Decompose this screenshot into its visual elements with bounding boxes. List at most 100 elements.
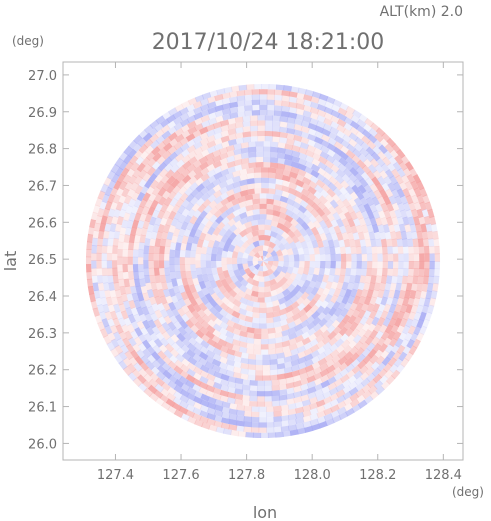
radar-cell — [199, 370, 210, 379]
radar-cell — [172, 227, 181, 237]
radar-cell — [221, 92, 231, 100]
radar-cell — [280, 420, 290, 427]
radar-cell — [372, 210, 381, 220]
radar-cell — [252, 260, 259, 267]
radar-cell — [407, 297, 415, 307]
radar-cell — [370, 336, 380, 346]
radar-cell — [130, 205, 139, 215]
radar-cell — [197, 222, 206, 232]
radar-cell — [330, 232, 339, 242]
radar-cell — [245, 199, 254, 207]
radar-cell — [134, 327, 143, 337]
radar-cell — [162, 156, 173, 166]
radar-cell — [310, 169, 320, 178]
radar-cell — [108, 282, 115, 292]
radar-cell — [275, 431, 284, 438]
radar-cell — [321, 128, 331, 137]
radar-cell — [398, 161, 408, 171]
radar-cell — [93, 289, 101, 299]
radar-cell — [240, 152, 250, 160]
radar-cell — [245, 305, 254, 312]
radar-cell — [116, 215, 124, 226]
xaxis-unit: (deg) — [452, 485, 484, 499]
radar-cell — [252, 240, 260, 248]
radar-cell — [337, 192, 347, 203]
radar-cell — [180, 142, 190, 152]
radar-cell — [225, 144, 235, 153]
radar-cell — [160, 308, 169, 319]
radar-cell — [348, 197, 357, 208]
radar-cell — [224, 284, 233, 293]
radar-cell — [302, 215, 312, 225]
radar-cell — [278, 217, 287, 226]
radar-cell — [175, 242, 182, 251]
radar-cell — [361, 224, 369, 234]
radar-cell — [165, 398, 176, 408]
radar-cell — [221, 108, 232, 116]
radar-cell — [205, 390, 215, 398]
radar-cell — [194, 321, 204, 331]
radar-cell — [157, 161, 168, 172]
radar-cell — [226, 212, 236, 221]
radar-cell — [264, 275, 271, 282]
radar-cell — [269, 364, 278, 371]
radar-cell — [272, 120, 281, 127]
radar-cell — [132, 249, 139, 258]
radar-cell — [197, 290, 206, 300]
radar-cell — [220, 422, 231, 430]
radar-cell — [161, 331, 171, 341]
radar-cell — [424, 261, 430, 270]
radar-cell — [356, 261, 362, 269]
radar-cell — [247, 358, 256, 365]
radar-cell — [168, 151, 178, 161]
radar-cell — [355, 190, 365, 201]
radar-cell — [264, 401, 273, 407]
radar-cell — [171, 342, 181, 352]
radar-cell — [233, 269, 241, 278]
radar-cell — [225, 183, 235, 192]
radar-cell — [335, 344, 345, 354]
radar-cell — [198, 302, 208, 312]
radar-cell — [282, 430, 292, 437]
radar-cell — [200, 109, 210, 118]
radar-cell — [274, 326, 283, 333]
radar-cell — [226, 166, 236, 174]
radar-cell — [198, 357, 208, 366]
radar-cell — [160, 124, 171, 134]
radar-cell — [320, 145, 330, 154]
radar-cell — [342, 134, 352, 143]
radar-cell — [365, 177, 375, 187]
radar-cell — [286, 398, 295, 405]
radar-cell — [263, 151, 271, 158]
radar-cell — [309, 402, 319, 410]
radar-cell — [109, 324, 119, 335]
radar-cell — [92, 230, 100, 239]
radar-cell — [320, 213, 330, 223]
radar-cell — [137, 382, 148, 393]
radar-cell — [115, 201, 124, 211]
radar-cell — [252, 209, 260, 216]
radar-cell — [333, 378, 344, 387]
radar-cell — [340, 374, 350, 383]
radar-cell — [101, 245, 108, 254]
radar-cell — [126, 292, 134, 302]
radar-cell — [255, 375, 263, 381]
radar-cell — [326, 364, 336, 374]
radar-cell — [177, 298, 187, 308]
radar-cell — [276, 352, 286, 359]
radar-cell — [313, 142, 324, 151]
radar-cell — [338, 239, 346, 248]
radar-cell — [260, 328, 269, 334]
radar-cell — [169, 348, 180, 358]
radar-cell — [295, 173, 305, 182]
radar-cell — [343, 191, 353, 202]
radar-cell — [212, 353, 222, 362]
radar-cell — [187, 416, 197, 425]
radar-cell — [363, 282, 371, 291]
radar-cell — [288, 289, 298, 298]
radar-cell — [339, 368, 349, 378]
radar-cell — [289, 171, 298, 179]
radar-cell — [151, 302, 160, 312]
radar-cell — [127, 148, 137, 159]
radar-cell — [110, 163, 120, 174]
